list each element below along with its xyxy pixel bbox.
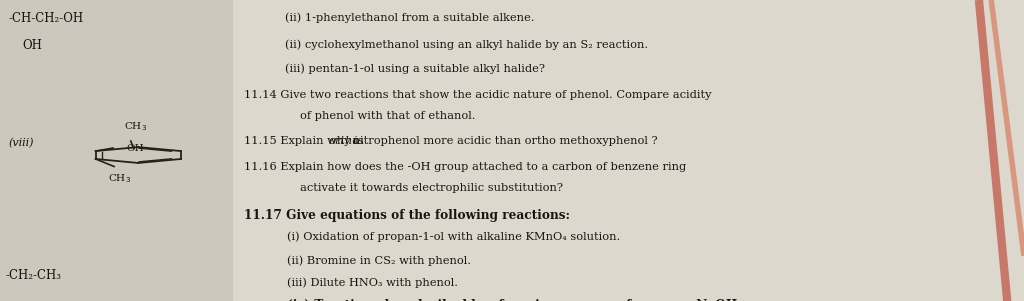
Text: (ii) cyclohexylmethanol using an alkyl halide by an S₂ reaction.: (ii) cyclohexylmethanol using an alkyl h… xyxy=(285,39,648,50)
Text: 11.15 Explain why is: 11.15 Explain why is xyxy=(244,136,367,146)
Text: (i) Oxidation of propan-1-ol with alkaline KMnO₄ solution.: (i) Oxidation of propan-1-ol with alkali… xyxy=(287,231,620,242)
Text: 11.17 Give equations of the following reactions:: 11.17 Give equations of the following re… xyxy=(244,209,569,222)
Text: -CH₂-CH₃: -CH₂-CH₃ xyxy=(5,269,61,282)
Text: (iii) pentan-1-ol using a suitable alkyl halide?: (iii) pentan-1-ol using a suitable alkyl… xyxy=(285,63,545,74)
Text: OH: OH xyxy=(23,39,42,52)
Text: (iv) Treating phenol wih chloroform in presence of aqueous NaOH.: (iv) Treating phenol wih chloroform in p… xyxy=(287,299,741,301)
Text: (ii) 1-phenylethanol from a suitable alkene.: (ii) 1-phenylethanol from a suitable alk… xyxy=(285,12,535,23)
Bar xyxy=(0,0,233,301)
Text: CH$_3$: CH$_3$ xyxy=(108,172,131,185)
Text: of phenol with that of ethanol.: of phenol with that of ethanol. xyxy=(300,111,475,121)
Text: -CH-CH₂-OH: -CH-CH₂-OH xyxy=(8,12,83,25)
Text: OH: OH xyxy=(126,144,144,153)
Text: 11.14 Give two reactions that show the acidic nature of phenol. Compare acidity: 11.14 Give two reactions that show the a… xyxy=(244,90,712,100)
Text: (ii) Bromine in CS₂ with phenol.: (ii) Bromine in CS₂ with phenol. xyxy=(287,255,471,266)
Text: (iii) Dilute HNO₃ with phenol.: (iii) Dilute HNO₃ with phenol. xyxy=(287,278,458,288)
Text: activate it towards electrophilic substitution?: activate it towards electrophilic substi… xyxy=(300,183,563,193)
Text: ortho: ortho xyxy=(329,136,359,146)
Text: 11.16 Explain how does the -OH group attached to a carbon of benzene ring: 11.16 Explain how does the -OH group att… xyxy=(244,162,686,172)
Text: nitrophenol more acidic than ortho methoxyphenol ?: nitrophenol more acidic than ortho metho… xyxy=(348,136,657,146)
Text: CH$_3$: CH$_3$ xyxy=(124,120,147,133)
Text: (viii): (viii) xyxy=(8,138,34,148)
